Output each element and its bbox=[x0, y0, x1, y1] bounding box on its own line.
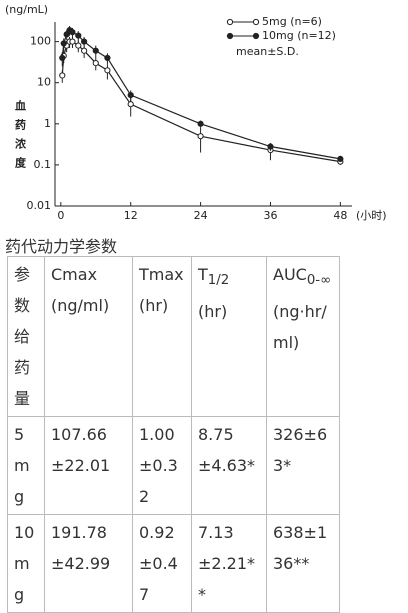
point bbox=[197, 133, 204, 140]
y-tick-label: 100 bbox=[30, 35, 51, 48]
point bbox=[59, 54, 66, 62]
page: (ng/mL) mean±S.D. (小时) 血药浓度 100 10 1 0.1 0.0… bbox=[5, 3, 387, 613]
series-line bbox=[61, 41, 341, 163]
legend-marker bbox=[252, 18, 260, 26]
header-text: Cmax bbox=[51, 265, 98, 284]
x-tick-label: 0 bbox=[57, 209, 64, 222]
point bbox=[267, 143, 274, 150]
table-cell: 107.66±22.01 bbox=[44, 416, 133, 515]
table-row: 10mg 191.78±42.99 0.92±0.47 7.13±2.21** 638±… bbox=[7, 514, 340, 613]
table-row: 5mg 107.66±22.01 1.00±0.32 8.75±4.63* 326±63… bbox=[7, 416, 340, 515]
header-cell: 参数给药量 bbox=[7, 256, 45, 417]
y-tick-label: 0.1 bbox=[34, 158, 52, 171]
point bbox=[127, 101, 134, 108]
header-text: AUC bbox=[273, 265, 307, 284]
header-text: Tmax bbox=[139, 265, 184, 284]
point bbox=[197, 120, 204, 127]
header-unit: (ng·hr/ml) bbox=[273, 302, 327, 353]
table-cell: 10mg bbox=[7, 514, 45, 613]
x-tick-label: 24 bbox=[194, 209, 208, 222]
point bbox=[127, 91, 134, 99]
point bbox=[92, 47, 99, 54]
legend-label: 10mg (n=12) bbox=[262, 29, 336, 42]
y-tick-label: 10 bbox=[37, 76, 51, 89]
legend-label: 5mg (n=6) bbox=[262, 15, 322, 28]
header-sub: 0-∞ bbox=[306, 273, 332, 289]
pk-table: 参数给药量 Cmax (ng/ml) Tmax (hr) T1/2 (hr) AUC0… bbox=[7, 256, 340, 613]
point bbox=[81, 38, 88, 45]
point bbox=[60, 40, 67, 47]
chart: (ng/mL) mean±S.D. (小时) 血药浓度 100 10 1 0.1 0.0… bbox=[5, 3, 387, 222]
point bbox=[69, 29, 76, 36]
table-cell: 638±136** bbox=[266, 514, 340, 613]
table-cell: 0.92±0.47 bbox=[132, 514, 192, 613]
point bbox=[104, 67, 111, 74]
header-cell: AUC0-∞ (ng·hr/ml) bbox=[266, 256, 340, 417]
table-cell: 5mg bbox=[7, 416, 45, 515]
header-unit: (hr) bbox=[198, 302, 228, 322]
point bbox=[69, 38, 76, 45]
x-tick-label: 36 bbox=[263, 209, 277, 222]
note: mean±S.D. bbox=[236, 45, 299, 58]
header-text: T bbox=[198, 265, 208, 284]
header-cell: Cmax (ng/ml) bbox=[44, 256, 133, 417]
point bbox=[104, 54, 111, 62]
y-tick-label: 0.01 bbox=[27, 199, 52, 212]
table-cell: 191.78±42.99 bbox=[44, 514, 133, 613]
header-sub: 1/2 bbox=[207, 273, 230, 289]
table-cell: 1.00±0.32 bbox=[132, 416, 192, 515]
y-unit: (ng/mL) bbox=[5, 3, 48, 16]
header-unit: (ng/ml) bbox=[51, 296, 110, 315]
header-cell: T1/2 (hr) bbox=[191, 256, 267, 417]
legend-marker bbox=[252, 32, 260, 40]
legend-marker bbox=[226, 18, 234, 26]
section-heading: 药代动力学参数 bbox=[5, 237, 118, 256]
x-label: (小时) bbox=[356, 209, 387, 222]
point bbox=[337, 155, 344, 162]
point bbox=[92, 59, 99, 67]
header-unit: (hr) bbox=[139, 296, 169, 315]
point bbox=[59, 72, 66, 79]
y-tick-label: 1 bbox=[44, 117, 51, 130]
table-cell: 7.13±2.21** bbox=[191, 514, 267, 613]
point bbox=[75, 42, 82, 49]
x-tick-label: 12 bbox=[124, 209, 138, 222]
x-tick-label: 48 bbox=[333, 209, 347, 222]
y-label: 血药浓度 bbox=[14, 99, 27, 176]
header-text: 参数给药量 bbox=[14, 265, 31, 408]
table-cell: 326±63* bbox=[266, 416, 340, 515]
point bbox=[81, 47, 88, 54]
header-cell: Tmax (hr) bbox=[132, 256, 192, 417]
point bbox=[75, 32, 82, 39]
legend-marker bbox=[226, 32, 234, 40]
table-cell: 8.75±4.63* bbox=[191, 416, 267, 515]
